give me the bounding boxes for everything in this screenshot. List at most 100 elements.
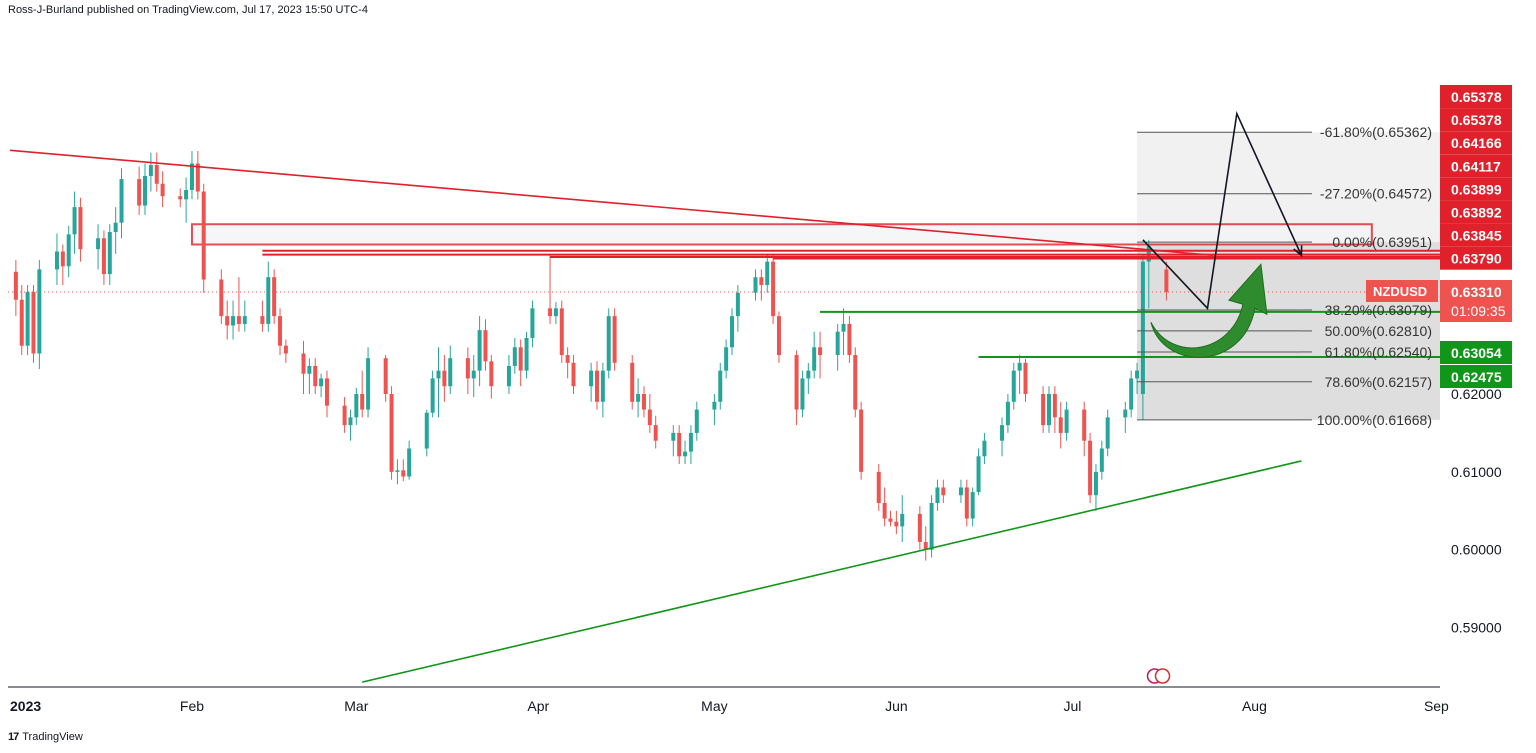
- candle-body: [600, 370, 605, 402]
- candle-body: [1099, 448, 1104, 472]
- resistance-price-tag-label: 0.63790: [1451, 251, 1502, 267]
- fib-level-label: 0.00%(0.63951): [1332, 234, 1432, 250]
- resistance-price-tag-label: 0.63892: [1451, 205, 1502, 221]
- candle-body: [1105, 417, 1110, 449]
- candle-bearish: [776, 311, 781, 363]
- candle-body: [512, 347, 517, 366]
- candle-body: [1017, 362, 1022, 371]
- support-price-tag-label: 0.62475: [1451, 369, 1502, 385]
- resistance-price-tag: [1440, 177, 1512, 201]
- candle-bullish: [553, 302, 558, 324]
- candle-body: [96, 238, 101, 250]
- candle-bearish: [759, 269, 764, 301]
- zones-layer: [8, 132, 1440, 420]
- tradingview-logo[interactable]: 17 TradingView: [8, 731, 83, 743]
- candle-bearish: [442, 355, 447, 402]
- resistance-price-tag: [1440, 154, 1512, 178]
- candle-body: [1129, 378, 1134, 410]
- candle-bearish: [677, 425, 682, 465]
- candle-bullish: [806, 362, 811, 394]
- candle-body: [894, 521, 899, 527]
- time-axis-tick-label: 2023: [10, 698, 41, 714]
- candle-body: [677, 432, 682, 457]
- candle-body: [530, 308, 535, 338]
- candle-bullish: [735, 284, 740, 332]
- candle-body: [688, 432, 693, 452]
- candle-body: [19, 299, 24, 346]
- candle-body: [1064, 409, 1069, 433]
- candle-body: [54, 251, 59, 270]
- candle-bearish: [313, 358, 318, 394]
- candle-bullish: [982, 432, 987, 465]
- current-price-value: 0.63310: [1451, 284, 1502, 300]
- candle-bearish: [13, 260, 18, 317]
- price-axis-tick-label: 0.62000: [1451, 386, 1502, 402]
- candle-body: [31, 291, 36, 354]
- candle-bullish: [1005, 393, 1010, 433]
- candle-body: [1041, 393, 1046, 426]
- candle-body: [242, 316, 247, 324]
- candle-bullish: [900, 495, 905, 542]
- candle-bullish: [929, 495, 934, 558]
- candle-bearish: [548, 253, 553, 324]
- candle-body: [976, 456, 981, 493]
- candle-body: [148, 165, 153, 176]
- candle-body: [553, 308, 558, 317]
- candle-bearish: [195, 151, 200, 200]
- candle-body: [694, 409, 699, 433]
- candle-body: [1046, 393, 1051, 426]
- candle-bullish: [1099, 440, 1104, 480]
- candle-bullish: [107, 224, 112, 285]
- candle-bullish: [712, 393, 717, 426]
- candle-bearish: [383, 355, 388, 402]
- candle-body: [72, 207, 77, 235]
- resistance-price-tag-label: 0.63899: [1451, 181, 1502, 197]
- candle-body: [712, 401, 717, 410]
- candle-body: [765, 261, 770, 285]
- candle-bearish: [465, 347, 470, 394]
- candle-body: [184, 189, 189, 200]
- candle-body: [436, 370, 441, 379]
- candle-body: [107, 232, 112, 275]
- candle-bearish: [941, 479, 946, 504]
- candle-body: [653, 425, 658, 441]
- candle-bearish: [283, 339, 288, 363]
- candle-bullish: [37, 260, 42, 370]
- candle-bearish: [201, 183, 206, 293]
- candle-body: [366, 358, 371, 410]
- resistance-price-tag: [1440, 246, 1512, 270]
- candle-bullish: [471, 355, 476, 398]
- candles-layer: [13, 151, 1169, 561]
- candle-body: [383, 358, 388, 394]
- resistance-price-tag-label: 0.64117: [1451, 158, 1501, 174]
- candle-bearish: [859, 401, 864, 480]
- candle-bullish: [935, 479, 940, 511]
- candle-body: [606, 316, 611, 371]
- candle-body: [348, 417, 353, 426]
- candle-bearish: [571, 355, 576, 394]
- support-trendline: [362, 460, 1302, 683]
- candle-body: [1123, 409, 1128, 418]
- candle-bearish: [595, 361, 599, 410]
- candle-body: [759, 277, 764, 285]
- candle-body: [964, 487, 969, 519]
- projection-arrowhead: [1293, 245, 1303, 258]
- candle-body: [401, 470, 406, 477]
- candle-body: [342, 405, 347, 426]
- time-axis-tick-label: Mar: [344, 698, 368, 714]
- candle-body: [794, 355, 799, 410]
- candle-bullish: [66, 225, 71, 278]
- price-axis-tick-label: 0.61000: [1451, 464, 1502, 480]
- candle-bullish: [148, 152, 153, 192]
- candle-bullish: [812, 331, 817, 379]
- candle-body: [160, 183, 165, 197]
- candle-body: [724, 347, 729, 371]
- candle-body: [812, 347, 817, 371]
- candle-body: [1005, 401, 1010, 426]
- candle-bearish: [1164, 261, 1169, 301]
- candle-bearish: [894, 510, 899, 535]
- candle-body: [853, 355, 858, 410]
- candle-body: [313, 365, 318, 387]
- candle-bullish: [1135, 362, 1140, 394]
